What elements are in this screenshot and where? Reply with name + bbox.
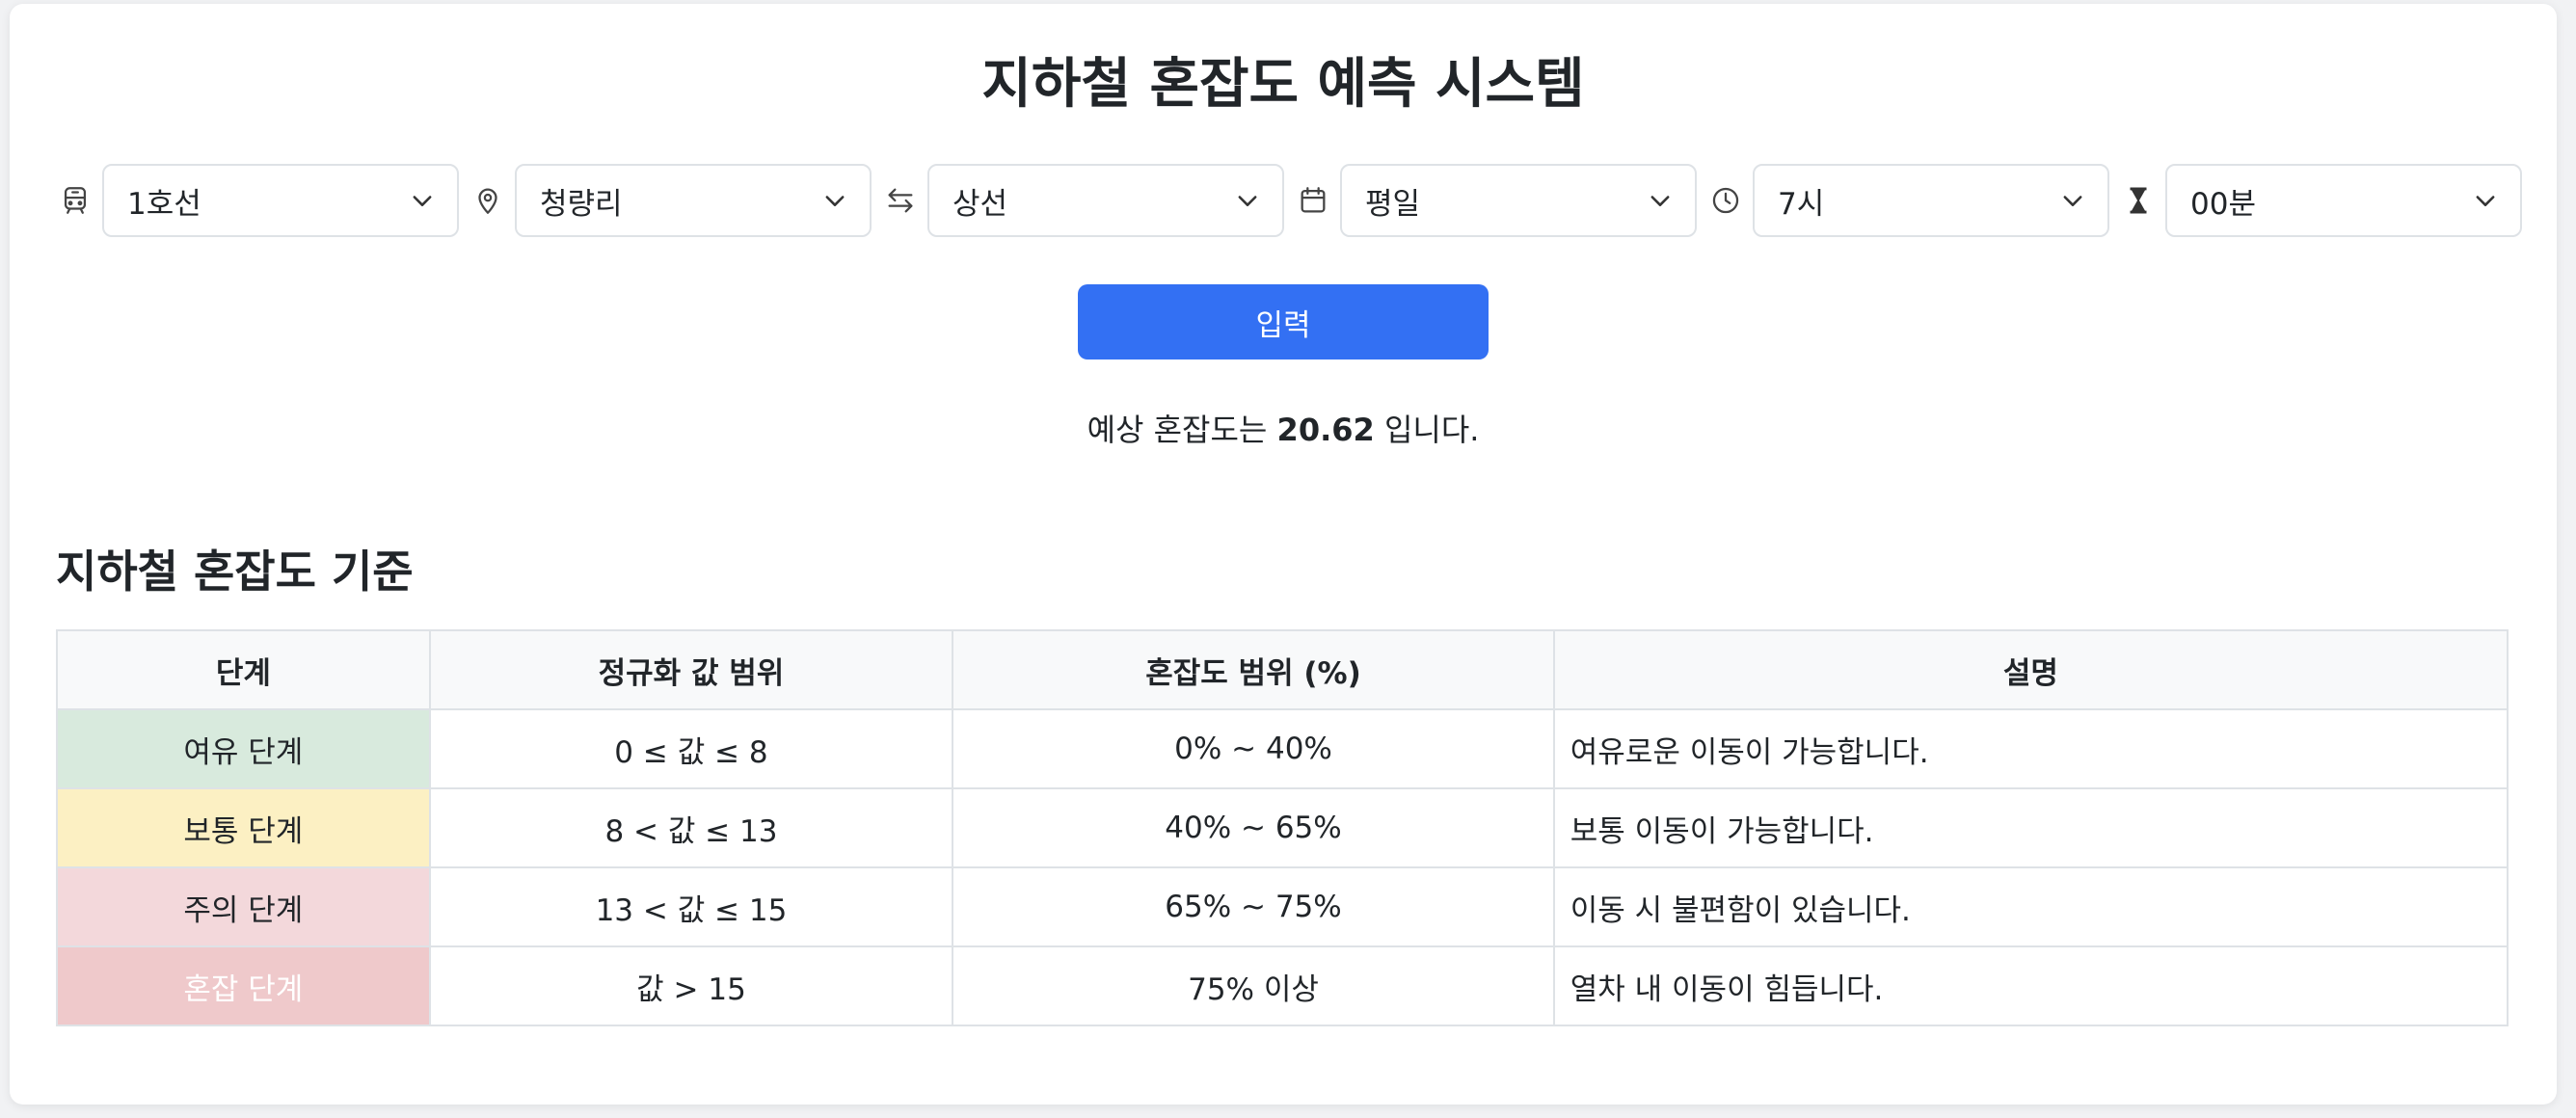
description-cell: 여유로운 이동이 가능합니다. [1552,708,2509,789]
direction-control: 상선 [881,164,1284,237]
table-header-row: 단계 정규화 값 범위 혼잡도 범위 (%) 설명 [56,629,2509,710]
result-value: 20.62 [1276,412,1375,448]
line-select-value: 1호선 [127,186,201,222]
percent-cell: 65% ~ 75% [952,866,1555,947]
description-cell: 열차 내 이동이 힘듭니다. [1552,945,2509,1026]
percent-cell: 0% ~ 40% [952,708,1555,789]
minute-select[interactable]: 00분 [2165,164,2522,237]
hour-control: 7시 [1706,164,2109,237]
level-cell: 혼잡 단계 [56,945,431,1026]
header-level: 단계 [56,629,431,710]
station-control: 청량리 [469,164,872,237]
range-cell: 8 < 값 ≤ 13 [428,787,954,868]
station-select-value: 청량리 [540,186,623,222]
chevron-down-icon [825,196,845,206]
filter-controls: 1호선 청량리 [56,164,2532,237]
criteria-title: 지하철 혼잡도 기준 [56,546,414,598]
page-title: 지하철 혼잡도 예측 시스템 [981,53,1585,116]
level-cell: 보통 단계 [56,787,431,868]
direction-select[interactable]: 상선 [927,164,1284,237]
result-suffix: 입니다. [1383,412,1480,448]
header-range: 정규화 값 범위 [428,629,954,710]
chevron-down-icon [2476,196,2495,206]
range-cell: 0 ≤ 값 ≤ 8 [428,708,954,789]
clock-icon [1706,164,1745,237]
main-card: 지하철 혼잡도 예측 시스템 1호선 [10,4,2557,1105]
description-cell: 이동 시 불편함이 있습니다. [1552,866,2509,947]
level-cell: 주의 단계 [56,866,431,947]
table-row: 여유 단계 0 ≤ 값 ≤ 8 0% ~ 40% 여유로운 이동이 가능합니다. [56,708,2509,789]
location-pin-icon [469,164,507,237]
hourglass-icon [2119,164,2158,237]
train-icon [56,164,94,237]
day-select-value: 평일 [1365,186,1421,222]
percent-cell: 40% ~ 65% [952,787,1555,868]
chevron-down-icon [1238,196,1257,206]
range-cell: 13 < 값 ≤ 15 [428,866,954,947]
chevron-down-icon [1650,196,1670,206]
hour-select[interactable]: 7시 [1753,164,2109,237]
line-control: 1호선 [56,164,459,237]
station-select[interactable]: 청량리 [515,164,872,237]
line-select[interactable]: 1호선 [102,164,459,237]
day-select[interactable]: 평일 [1340,164,1697,237]
table-row: 주의 단계 13 < 값 ≤ 15 65% ~ 75% 이동 시 불편함이 있습… [56,866,2509,947]
level-cell: 여유 단계 [56,708,431,789]
direction-select-value: 상선 [953,186,1008,222]
criteria-table: 단계 정규화 값 범위 혼잡도 범위 (%) 설명 여유 단계 0 ≤ 값 ≤ … [56,629,2509,1026]
calendar-icon [1294,164,1332,237]
description-cell: 보통 이동이 가능합니다. [1552,787,2509,868]
submit-button[interactable]: 입력 [1078,284,1489,359]
minute-control: 00분 [2119,164,2522,237]
table-row: 혼잡 단계 값 > 15 75% 이상 열차 내 이동이 힘듭니다. [56,945,2509,1026]
prediction-result: 예상 혼잡도는 20.62 입니다. [10,409,2557,451]
chevron-down-icon [2063,196,2082,206]
header-percent: 혼잡도 범위 (%) [952,629,1555,710]
chevron-down-icon [413,196,432,206]
range-cell: 값 > 15 [428,945,954,1026]
table-row: 보통 단계 8 < 값 ≤ 13 40% ~ 65% 보통 이동이 가능합니다. [56,787,2509,868]
percent-cell: 75% 이상 [952,945,1555,1026]
header-description: 설명 [1552,629,2509,710]
result-prefix: 예상 혼잡도는 [1087,412,1268,448]
direction-arrows-icon [881,164,920,237]
day-control: 평일 [1294,164,1697,237]
hour-select-value: 7시 [1778,186,1825,222]
minute-select-value: 00분 [2190,186,2256,222]
